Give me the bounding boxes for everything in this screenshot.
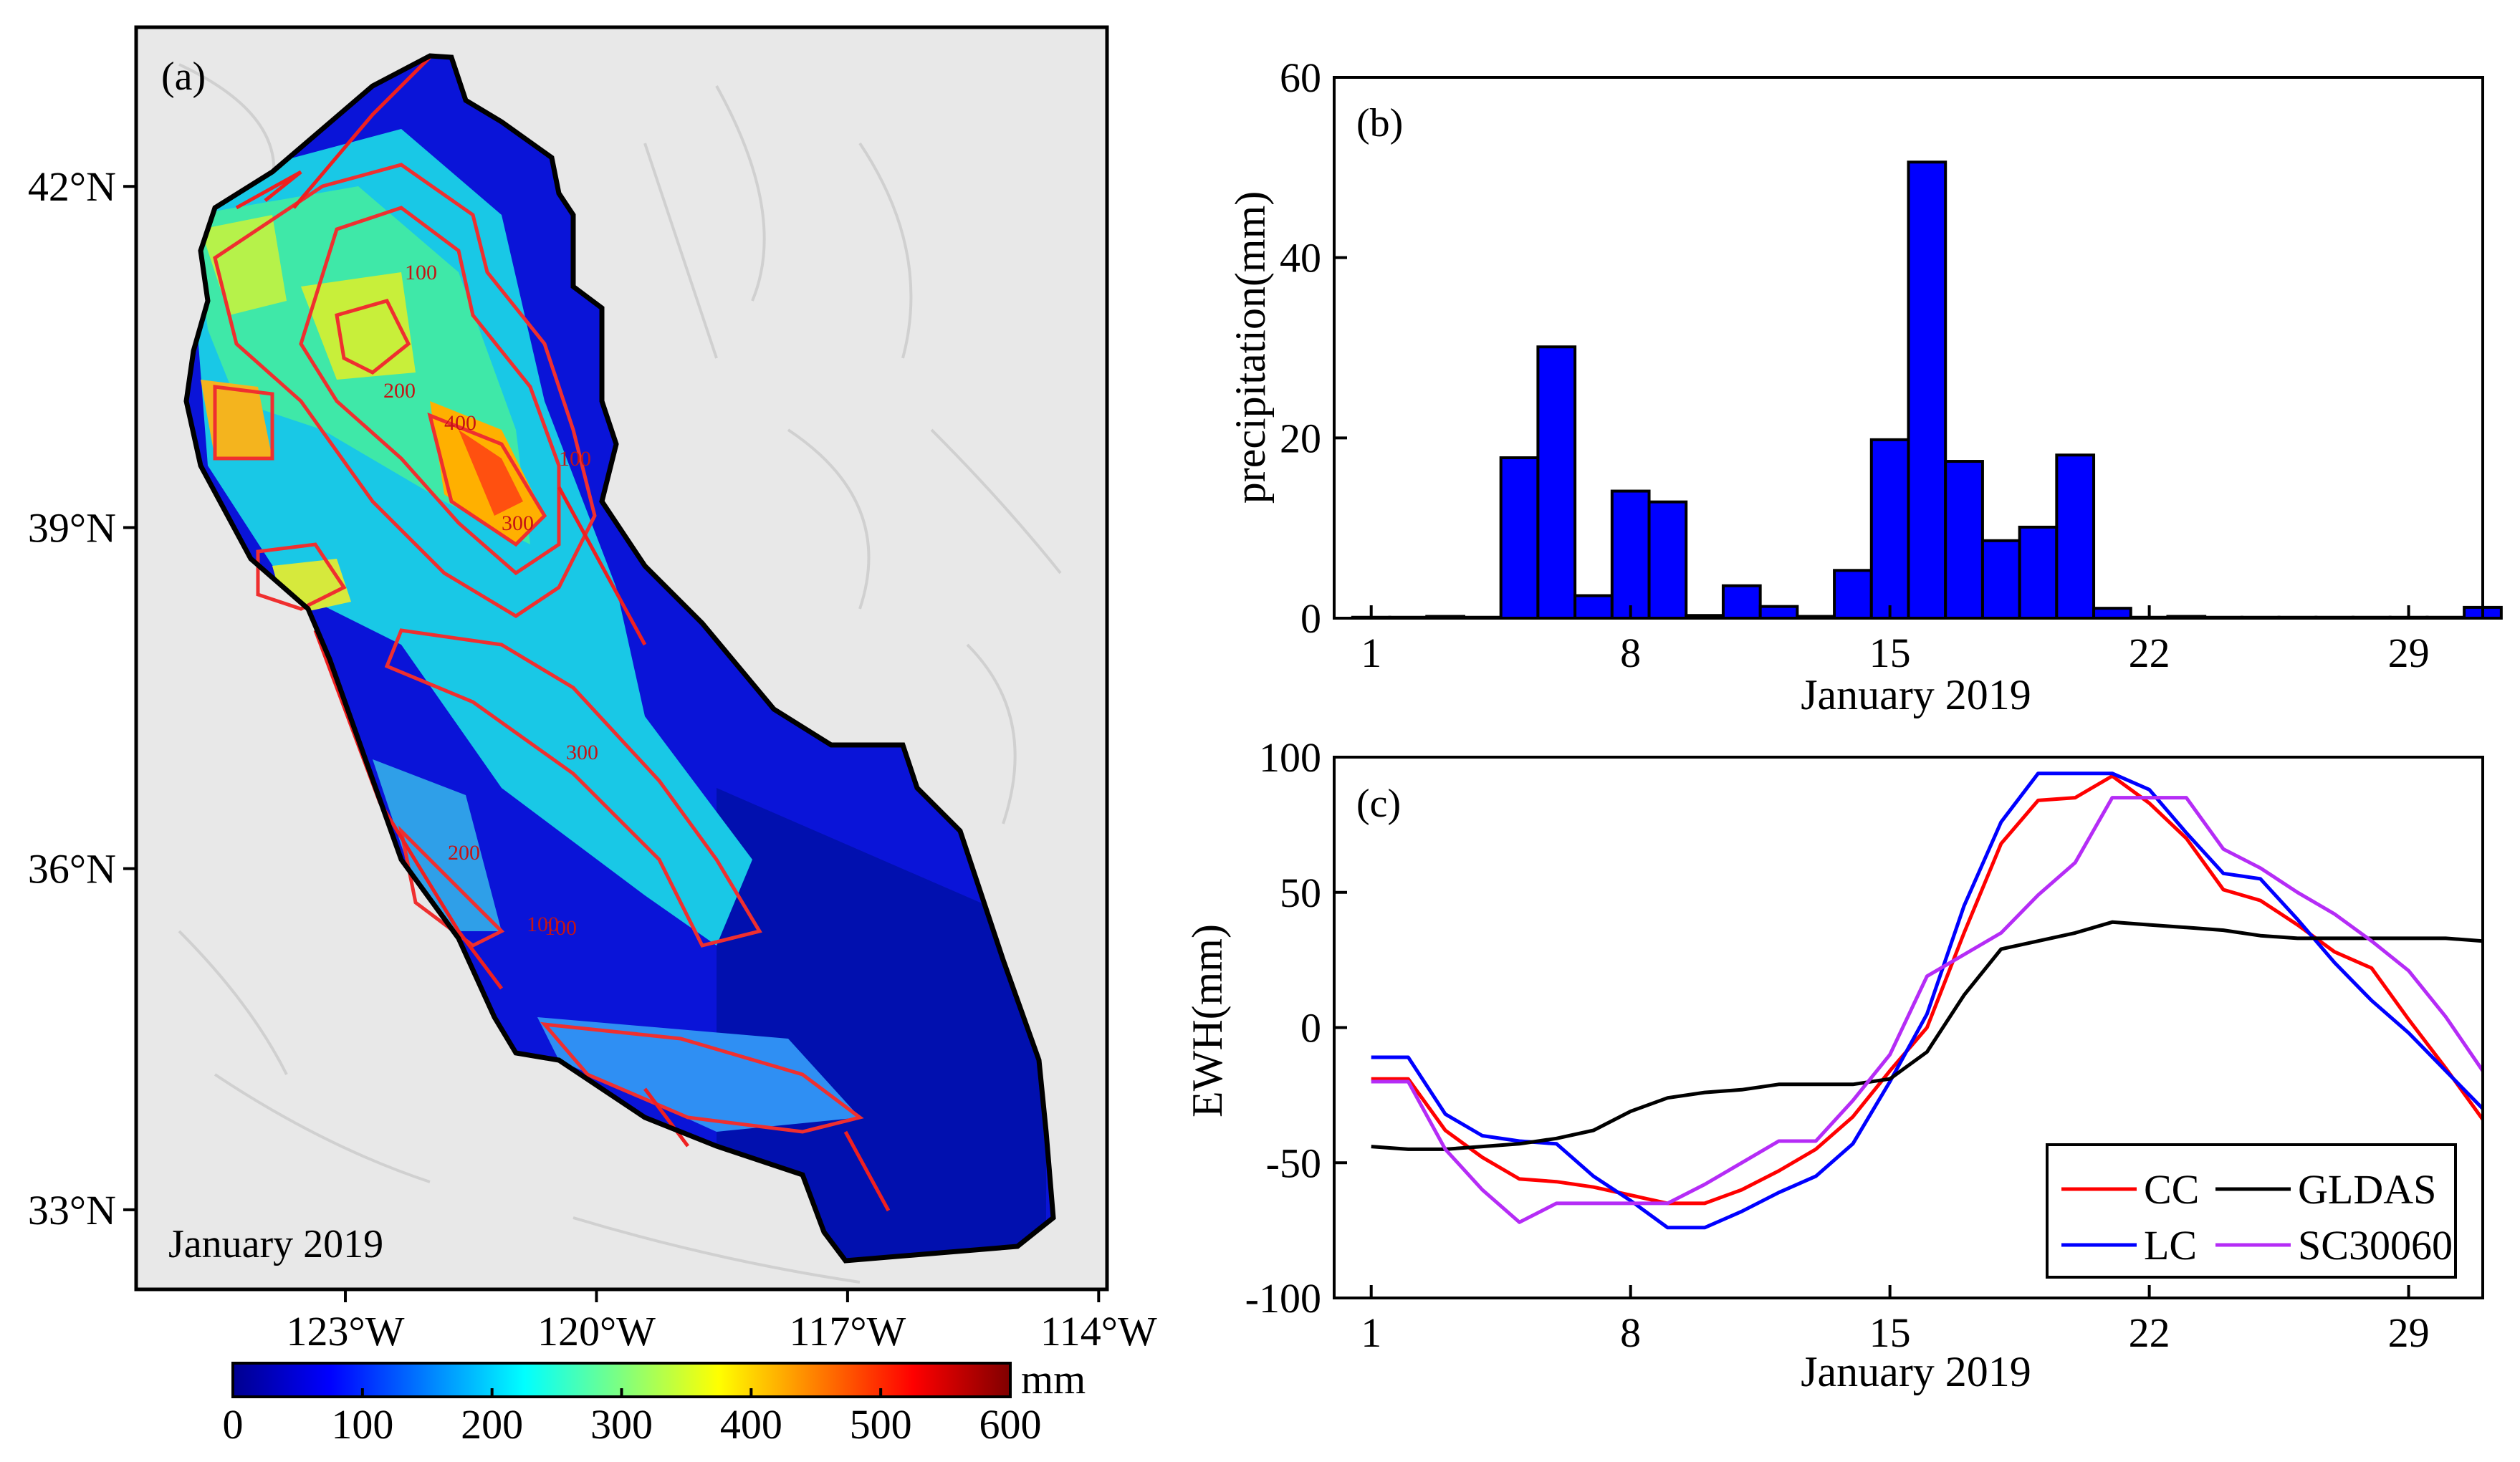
ewh-ylabel: EWH(mm) xyxy=(1184,924,1231,1117)
ewh-axes: -100 -50 0 50 100 1 8 15 22 29 xyxy=(1245,734,2484,1356)
precip-bar xyxy=(2055,453,2096,620)
colorbar-unit: mm xyxy=(1021,1356,1086,1403)
basin-boundary xyxy=(183,53,1056,1264)
lat-ticks: 42°N 39°N 36°N 33°N xyxy=(28,163,136,1233)
ewh-ytick-label: 50 xyxy=(1280,870,1321,916)
precip-bar xyxy=(1536,345,1577,620)
ewh-line-cc xyxy=(1371,774,2485,1206)
lat-tick-label: 36°N xyxy=(28,846,116,893)
ewh-xlabel: January 2019 xyxy=(1801,1348,2031,1395)
contour-label: 100 xyxy=(559,447,591,471)
precip-ytick-label: 20 xyxy=(1280,415,1321,461)
legend-label-gldas: GLDAS xyxy=(2298,1166,2436,1213)
colorbar-tick-label: 400 xyxy=(720,1401,782,1448)
precip-bar xyxy=(1610,489,1651,620)
contour-label: 100 xyxy=(405,261,437,284)
ewh-ytick-label: 0 xyxy=(1300,1005,1321,1052)
legend-items: CC GLDAS LC SC30060 xyxy=(2061,1166,2453,1269)
colorbar-tick-label: 0 xyxy=(223,1401,244,1448)
precip-xlabel: January 2019 xyxy=(1801,671,2031,718)
ewh-xtick-label: 15 xyxy=(1869,1309,1911,1356)
precip-xtick-label: 8 xyxy=(1620,630,1641,676)
contour-label: 200 xyxy=(383,379,416,403)
colorbar-tick-label: 300 xyxy=(590,1401,653,1448)
precip-ytick-label: 60 xyxy=(1280,54,1321,101)
ewh-legend: CC GLDAS LC SC30060 xyxy=(2046,1143,2457,1279)
ewh-line-lc xyxy=(1371,771,2484,1230)
ewh-ytick-label: -100 xyxy=(1245,1275,1321,1322)
precip-xtick-label: 22 xyxy=(2129,630,2170,676)
lat-tick-label: 42°N xyxy=(28,163,116,210)
colorbar-tick-label: 100 xyxy=(331,1401,393,1448)
lon-ticks: 123°W 120°W 117°W 114°W xyxy=(287,1289,1157,1355)
precip-bar xyxy=(1869,438,1910,620)
map-frame xyxy=(134,25,1109,1292)
ewh-line-sc30060 xyxy=(1371,796,2485,1224)
lon-tick-label: 120°W xyxy=(537,1308,656,1355)
ewh-lines xyxy=(1371,771,2485,1230)
ewh-xtick-label: 22 xyxy=(2129,1309,2170,1356)
precip-bar xyxy=(2018,525,2059,620)
terrain-hillshade xyxy=(178,63,1062,1284)
lat-tick-label: 33°N xyxy=(28,1187,116,1233)
colorbar-tick-label: 200 xyxy=(461,1401,523,1448)
precip-axes: 0 20 40 60 1 8 15 22 29 xyxy=(1280,54,2484,676)
precip-bar xyxy=(1833,569,1873,620)
lat-tick-label: 39°N xyxy=(28,504,116,551)
precip-ytick-label: 40 xyxy=(1280,235,1321,282)
precip-bar xyxy=(1758,605,1799,620)
lon-tick-label: 123°W xyxy=(287,1308,405,1355)
colorbar-tick-label: 500 xyxy=(850,1401,912,1448)
precip-bar xyxy=(1721,584,1762,620)
ewh-xtick-label: 8 xyxy=(1620,1309,1641,1356)
colorbar: 0 100 200 300 400 500 600 mm xyxy=(223,1356,1086,1448)
precip-bar xyxy=(1980,539,2021,620)
precip-bars xyxy=(1351,160,2503,620)
precip-bar xyxy=(1907,160,1948,620)
precip-bar xyxy=(1499,456,1540,620)
ewh-xtick-label: 29 xyxy=(2388,1309,2430,1356)
legend-label-cc: CC xyxy=(2144,1166,2199,1213)
precip-bar-panel: 0 20 40 60 1 8 15 22 29 (b) January 2019 precipi… xyxy=(1227,54,2503,718)
colorbar-tick-label: 600 xyxy=(979,1401,1042,1448)
precip-plot-frame xyxy=(1333,76,2484,620)
contour-label: 400 xyxy=(444,411,476,435)
panel-b-label: (b) xyxy=(1356,101,1403,145)
precip-xtick-label: 1 xyxy=(1361,630,1381,676)
precip-bar xyxy=(1573,594,1614,620)
contour-label: 200 xyxy=(448,841,480,865)
ewh-line-gldas xyxy=(1371,920,2483,1151)
colorbar-ticks: 0 100 200 300 400 500 600 xyxy=(223,1388,1042,1448)
ewh-xtick-label: 1 xyxy=(1361,1309,1381,1356)
precip-contours xyxy=(213,163,864,1134)
contour-label: 100 xyxy=(527,913,559,936)
panel-c-label: (c) xyxy=(1356,782,1401,826)
lon-tick-label: 117°W xyxy=(789,1308,906,1355)
lon-tick-label: 114°W xyxy=(1040,1308,1157,1355)
ewh-ytick-label: 100 xyxy=(1259,734,1321,781)
legend-label-sc30060: SC30060 xyxy=(2298,1222,2453,1269)
contour-label: 300 xyxy=(502,511,534,535)
ewh-ytick-label: -50 xyxy=(1266,1140,1321,1186)
contour-label: 100 xyxy=(545,916,577,940)
precip-xtick-label: 29 xyxy=(2388,630,2430,676)
precip-bar xyxy=(1647,500,1688,620)
ewh-line-panel: -100 -50 0 50 100 1 8 15 22 29 (c) January 2019 E… xyxy=(1184,734,2485,1395)
precip-ytick-label: 0 xyxy=(1300,595,1321,642)
contour-label: 300 xyxy=(566,741,598,764)
precip-ylabel: precipitation(mm) xyxy=(1227,191,1274,504)
legend-label-lc: LC xyxy=(2144,1222,2197,1269)
legend-box xyxy=(2046,1143,2457,1279)
panel-a-label: (a) xyxy=(161,54,206,99)
map-caption: January 2019 xyxy=(168,1222,383,1266)
precip-xtick-label: 15 xyxy=(1869,630,1911,676)
precip-bar xyxy=(2092,607,2132,620)
precip-bar xyxy=(1944,460,1984,620)
